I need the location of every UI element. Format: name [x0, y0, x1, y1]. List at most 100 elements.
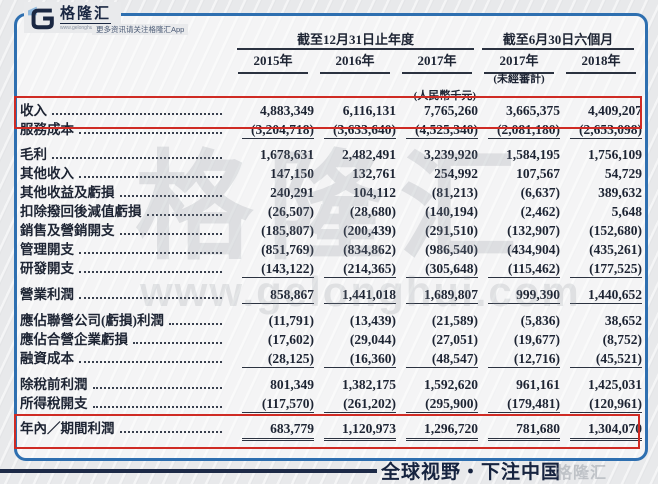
row-label: 銷售及營銷開支 — [20, 223, 115, 238]
cell-value: 6,116,131 — [342, 103, 396, 118]
cell-value: 132,761 — [352, 166, 396, 181]
cell-value: 5,648 — [611, 204, 642, 219]
cell-value: (2,081,180) — [488, 121, 560, 139]
table-row-share-of-joint-ventures: 應佔合營企業虧損 (17,602) (29,044) (27,051) (19,… — [20, 330, 642, 349]
cell-value: 1,296,720 — [406, 420, 478, 441]
cell-value: 104,112 — [352, 185, 396, 200]
cell-value: (8,752) — [602, 332, 642, 347]
dot-leader — [79, 349, 222, 363]
table-row-rd-expenses: 研發開支 (143,122) (214,365) (305,648) (115,… — [20, 259, 642, 278]
year-column-header: 2017年 — [478, 52, 560, 74]
dot-leader — [119, 183, 222, 197]
dot-leader — [52, 101, 222, 115]
dot-leader — [119, 419, 222, 433]
cell-value: (834,862) — [343, 242, 396, 257]
row-label: 收入 — [20, 103, 47, 118]
cell-value: (11,791) — [268, 313, 314, 328]
gelonghui-g-icon — [28, 6, 54, 30]
cell-value: (2,653,098) — [570, 121, 642, 139]
brand-url: www.gelonghui.com — [60, 23, 112, 31]
cell-value: (81,213) — [431, 185, 478, 200]
cell-value: (3,204,718) — [242, 121, 314, 139]
row-label: 研發開支 — [20, 261, 74, 276]
year-column-header: 2015年 — [232, 52, 314, 74]
cell-value: (986,540) — [425, 242, 478, 257]
cell-value: (185,807) — [261, 223, 314, 238]
cell-value: (19,677) — [513, 332, 560, 347]
cell-value: 38,652 — [604, 313, 642, 328]
cell-value: 1,425,031 — [588, 377, 642, 392]
table-row-administrative: 管理開支 (851,769) (834,862) (986,540) (434,… — [20, 240, 642, 259]
dot-leader — [79, 240, 222, 254]
cell-value: 858,867 — [242, 286, 314, 304]
dot-leader — [119, 221, 222, 235]
cell-value: (26,507) — [267, 204, 314, 219]
cell-value: (5,836) — [520, 313, 560, 328]
cell-value: 999,390 — [488, 286, 560, 304]
table-row-revenue: 收入 4,883,349 6,116,131 7,765,260 3,665,3… — [20, 101, 642, 120]
cell-value: (29,044) — [349, 332, 396, 347]
cell-value: 1,441,018 — [324, 286, 396, 304]
brand-name: 格隆汇 — [60, 5, 112, 22]
cell-value: 781,680 — [488, 420, 560, 441]
row-label: 管理開支 — [20, 242, 74, 257]
cell-value: 7,765,260 — [424, 103, 478, 118]
gelonghui-logo: 格隆汇 www.gelonghui.com — [24, 2, 122, 33]
cell-value: 1,584,195 — [506, 147, 560, 162]
document-frame — [14, 13, 648, 461]
row-label: 毛利 — [20, 147, 47, 162]
row-label: 其他收入 — [20, 166, 74, 181]
cell-value: 683,779 — [242, 420, 314, 441]
dot-leader — [79, 164, 222, 178]
table-row-share-of-associates: 應佔聯營公司(虧損)利潤 (11,791) (13,439) (21,589) … — [20, 311, 642, 330]
column-group-interim: 截至6月30日六個月 — [482, 31, 634, 50]
cell-value: (117,570) — [242, 395, 314, 413]
cell-value: (305,648) — [406, 260, 478, 278]
cell-value: 254,992 — [434, 166, 478, 181]
year-column-header: 2016年 — [314, 52, 396, 74]
table-row-finance-costs: 融資成本 (28,125) (16,360) (48,547) (12,716)… — [20, 349, 642, 368]
row-label: 年內／期間利潤 — [20, 421, 115, 436]
year-column-header: 2018年 — [560, 52, 642, 74]
cell-value: (177,525) — [570, 260, 642, 278]
cell-value: (179,481) — [488, 395, 560, 413]
cell-value: (27,051) — [431, 332, 478, 347]
table-row-profit-for-period: 年內／期間利潤 683,779 1,120,973 1,296,720 781,… — [20, 419, 642, 441]
cell-value: (13,439) — [349, 313, 396, 328]
table-row-operating-profit: 營業利潤 858,867 1,441,018 1,689,807 999,390… — [20, 285, 642, 304]
cell-value: 389,632 — [598, 185, 642, 200]
cell-value: 3,665,375 — [506, 103, 560, 118]
cell-value: (28,125) — [242, 350, 314, 368]
cell-value: 147,150 — [270, 166, 314, 181]
table-row-income-tax: 所得稅開支 (117,570) (261,202) (295,900) (179… — [20, 394, 642, 413]
cell-value: (2,462) — [520, 204, 560, 219]
cell-value: (48,547) — [406, 350, 478, 368]
dot-leader — [133, 330, 222, 344]
row-label: 應佔合營企業虧損 — [20, 332, 128, 347]
cell-value: (3,633,640) — [324, 121, 396, 139]
cell-value: 1,440,652 — [570, 286, 642, 304]
table-row-impairment-losses: 扣除撥回後減值虧損 (26,507) (28,680) (140,194) (2… — [20, 202, 642, 221]
cell-value: (28,680) — [349, 204, 396, 219]
cell-value: 3,239,920 — [424, 147, 478, 162]
dot-leader — [79, 259, 222, 273]
cell-value: (120,961) — [570, 395, 642, 413]
cell-value: (132,907) — [507, 223, 560, 238]
logo-tagline: 更多资讯请关注格隆汇App — [92, 24, 189, 35]
cell-value: (17,602) — [267, 332, 314, 347]
cell-value: 54,729 — [604, 166, 642, 181]
cell-value: (214,365) — [324, 260, 396, 278]
cell-value: (4,525,340) — [406, 121, 478, 139]
cell-value: 1,382,175 — [342, 377, 396, 392]
table-row-other-income: 其他收入 147,150 132,761 254,992 107,567 54,… — [20, 164, 642, 183]
cell-value: (140,194) — [425, 204, 478, 219]
dot-leader — [79, 120, 222, 134]
row-label: 營業利潤 — [20, 287, 74, 302]
table-row-gross-profit: 毛利 1,678,631 2,482,491 3,239,920 1,584,1… — [20, 145, 642, 164]
cell-value: (143,122) — [242, 260, 314, 278]
cell-value: 107,567 — [516, 166, 560, 181]
cell-value: (152,680) — [589, 223, 642, 238]
table-row-cost-of-services: 服務成本 (3,204,718) (3,633,640) (4,525,340)… — [20, 120, 642, 139]
unaudited-note: (未經審計) — [493, 73, 545, 85]
cell-value: (45,521) — [570, 350, 642, 368]
